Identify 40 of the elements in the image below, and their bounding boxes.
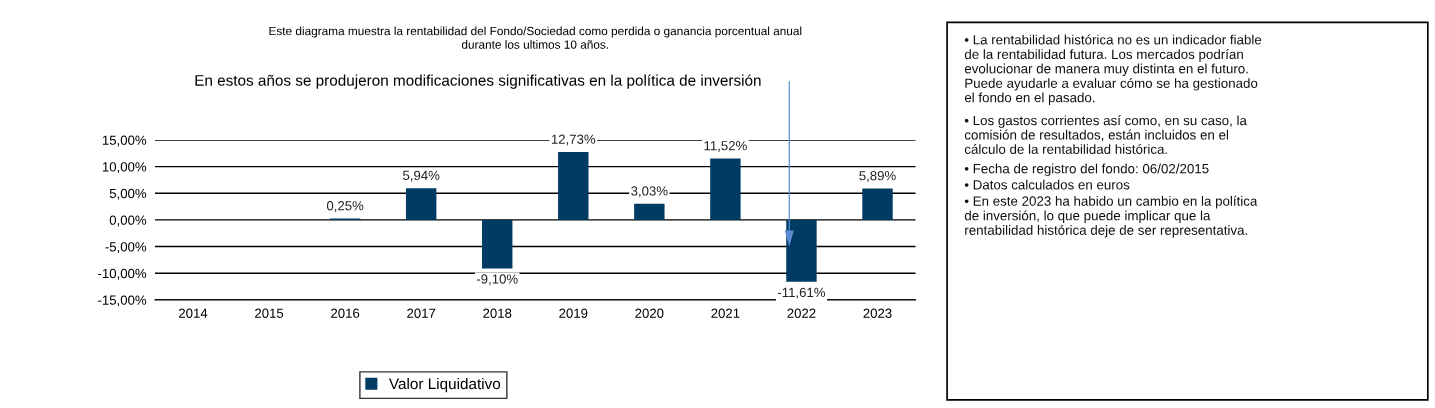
x-tick-label: 2017 xyxy=(407,308,436,318)
data-label: 3,03% xyxy=(631,186,668,198)
bar xyxy=(482,219,513,269)
x-tick-label: 2020 xyxy=(635,308,664,318)
x-tick-label: 2022 xyxy=(787,308,816,318)
text: • En este 2023 ha habido un cambio en la política de inversión, lo que puede implicar que la rentabilidad histórica deje de ser representativa. xyxy=(964,195,1258,238)
data-label: 12,73% xyxy=(551,134,596,146)
data-label: -9,10% xyxy=(476,274,518,286)
y-tick-label: 5,00% xyxy=(109,188,147,200)
y-tick-label: 15,00% xyxy=(102,135,147,147)
y-tick-label: -5,00% xyxy=(105,242,147,254)
data-label: 5,94% xyxy=(403,170,440,182)
bar xyxy=(862,188,893,220)
x-tick-label: 2014 xyxy=(179,308,208,318)
y-tick-label: -15,00% xyxy=(98,295,147,307)
chart-title: En estos años se produjeron modificaciones significativas en la política de inversión xyxy=(195,74,761,89)
bar xyxy=(634,203,665,220)
bar xyxy=(786,219,817,282)
bar xyxy=(710,158,741,220)
text: • Los gastos corrientes así como, en su caso, la comisión de resultados, están incluidos en el cálculo de la rentabilidad histórica. xyxy=(964,115,1247,154)
y-tick-label: -10,00% xyxy=(98,268,147,280)
data-label: 11,52% xyxy=(704,140,747,152)
data-label: -11,61% xyxy=(777,287,826,299)
text: • Fecha de registro del fondo: 06/02/2015 xyxy=(964,163,1209,177)
data-label: 5,89% xyxy=(859,171,896,182)
x-tick-label: 2016 xyxy=(331,308,360,318)
legend-label: Valor Liquidativo xyxy=(388,377,501,393)
x-tick-label: 2023 xyxy=(863,308,892,318)
bar xyxy=(405,188,437,220)
x-tick-label: 2021 xyxy=(711,308,740,318)
bar xyxy=(558,152,589,220)
x-tick-label: 2018 xyxy=(483,308,512,318)
x-tick-label: 2019 xyxy=(559,308,588,318)
chart-subtitle: Este diagrama muestra la rentabilidad del Fondo/Sociedad como perdida o ganancia porcentual anual durante los ultimos 10 años. xyxy=(269,26,802,49)
y-tick-label: 10,00% xyxy=(102,162,147,174)
data-label: 0,25% xyxy=(326,201,364,212)
text: • La rentabilidad histórica no es un indicador fiable de la rentabilidad futura. Los mercados podrían evolucionar de manera muy distinta en el futuro. Puede ayudarle a evaluar cómo se ha gestionado el fondo en el pasado. xyxy=(964,34,1262,105)
y-tick-label: 0,00% xyxy=(109,215,147,227)
text: • Datos calculados en euros xyxy=(964,179,1130,190)
x-tick-label: 2015 xyxy=(255,308,284,318)
